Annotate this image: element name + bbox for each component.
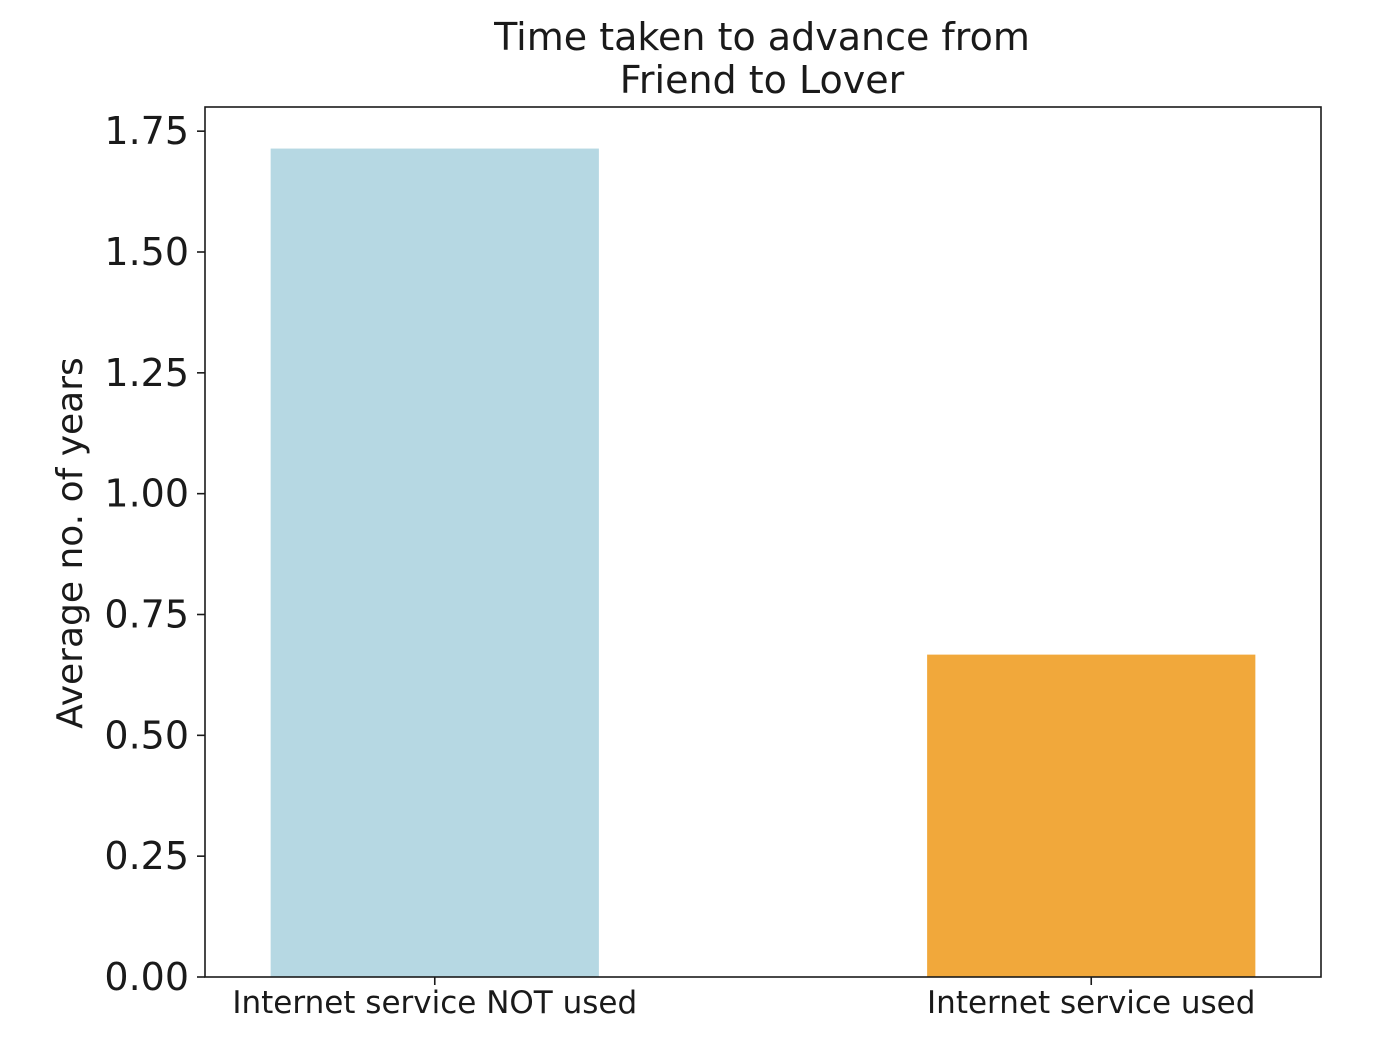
y-tick-label: 0.75: [104, 593, 189, 637]
y-tick-label: 1.00: [104, 472, 189, 516]
plot-frame: [204, 106, 1322, 978]
x-tick-label: Internet service used: [927, 985, 1255, 1021]
chart-title-line-2: Friend to Lover: [620, 58, 905, 102]
y-tick-label: 0.50: [104, 713, 189, 757]
chart-title-line-1: Time taken to advance from: [493, 15, 1030, 59]
y-axis-ticks: 0.00 0.25 0.50 0.75 1.00 1.25 1.50 1.75: [104, 109, 205, 999]
x-tick-label: Internet service NOT used: [232, 985, 637, 1021]
y-axis-label: Average no. of years: [50, 357, 91, 729]
chart-title: Time taken to advance from Friend to Lov…: [493, 15, 1030, 102]
y-tick-label: 1.25: [104, 351, 189, 395]
x-axis-ticks: Internet service NOT used Internet servic…: [232, 977, 1255, 1021]
bar-internet-used: [927, 654, 1256, 977]
bars-group: [270, 148, 1256, 978]
y-tick-label: 0.25: [104, 834, 189, 878]
y-tick-label: 1.50: [104, 230, 189, 274]
y-tick-label: 1.75: [104, 109, 189, 153]
bar-internet-not-used: [270, 148, 599, 978]
y-tick-label: 0.00: [104, 955, 189, 999]
